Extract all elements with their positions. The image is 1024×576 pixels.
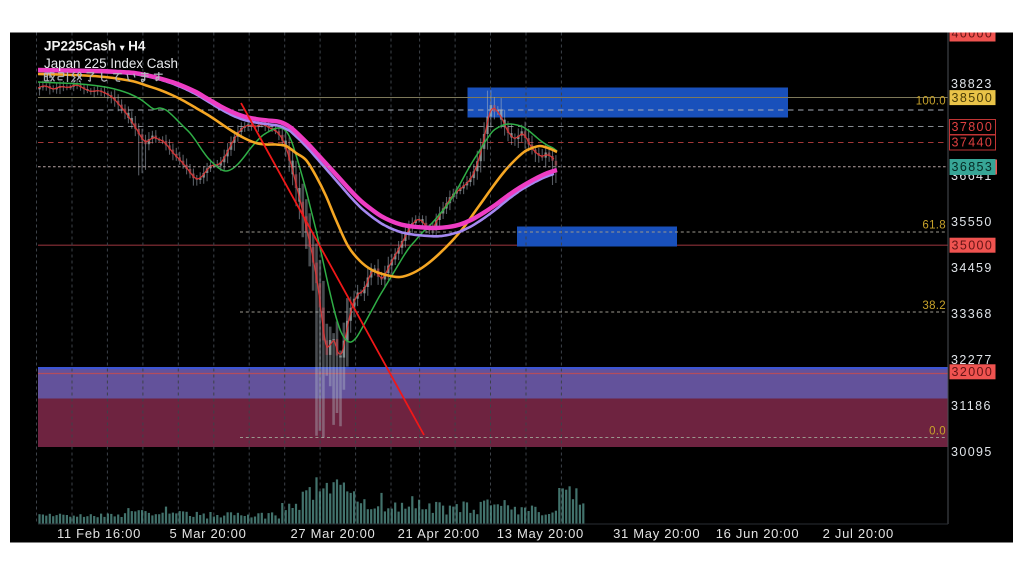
svg-text:13 May 20:00: 13 May 20:00 — [497, 526, 584, 541]
svg-text:34459: 34459 — [951, 261, 993, 275]
svg-text:27 Mar 20:00: 27 Mar 20:00 — [290, 526, 375, 541]
svg-text:11 Feb 16:00: 11 Feb 16:00 — [57, 526, 141, 541]
svg-text:37800: 37800 — [952, 120, 994, 134]
svg-text:35000: 35000 — [952, 238, 994, 252]
svg-text:37440: 37440 — [952, 136, 994, 150]
svg-text:36853: 36853 — [952, 160, 994, 174]
svg-text:35550: 35550 — [951, 215, 993, 229]
svg-text:38.2: 38.2 — [922, 300, 946, 312]
svg-text:31186: 31186 — [951, 399, 992, 413]
svg-text:Japan 225 Index Cash: Japan 225 Index Cash — [44, 56, 178, 71]
svg-text:0.0: 0.0 — [929, 426, 946, 438]
svg-text:31 May 20:00: 31 May 20:00 — [613, 526, 700, 541]
svg-text:JP225Cash ▾ H4: JP225Cash ▾ H4 — [44, 39, 146, 54]
svg-text:38823: 38823 — [951, 77, 993, 91]
svg-text:100.0: 100.0 — [916, 96, 946, 108]
svg-text:61.8: 61.8 — [922, 220, 946, 232]
svg-text:5 Mar 20:00: 5 Mar 20:00 — [169, 526, 246, 541]
svg-text:38500: 38500 — [952, 91, 994, 105]
svg-text:30095: 30095 — [951, 445, 993, 459]
svg-text:16 Jun 20:00: 16 Jun 20:00 — [716, 526, 800, 541]
svg-text:33368: 33368 — [951, 307, 993, 321]
svg-text:32000: 32000 — [952, 365, 994, 379]
svg-text:32277: 32277 — [951, 353, 993, 367]
svg-text:21 Apr 20:00: 21 Apr 20:00 — [398, 526, 480, 541]
svg-text:2 Jul 20:00: 2 Jul 20:00 — [823, 526, 894, 541]
